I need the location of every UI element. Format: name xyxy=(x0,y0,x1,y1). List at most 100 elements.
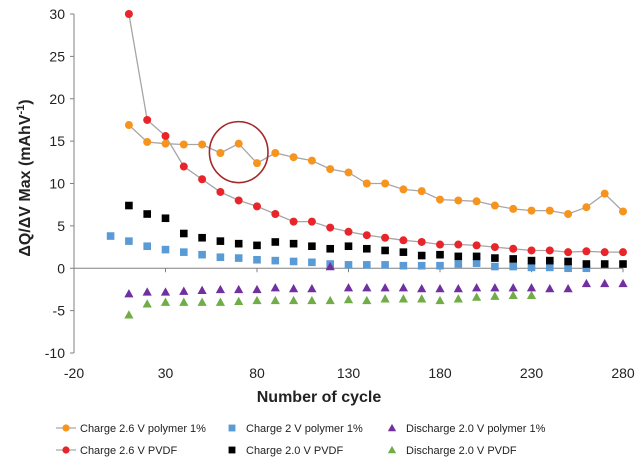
data-point-discharge-2-0-v-polymer-1 xyxy=(234,284,244,294)
data-point-discharge-2-0-v-polymer-1 xyxy=(398,283,408,292)
data-point-discharge-2-0-v-polymer-1 xyxy=(343,283,354,292)
y-tick-label: 10 xyxy=(49,176,65,192)
data-point-discharge-2-0-v-polymer-1 xyxy=(618,278,628,288)
x-tick-label: -20 xyxy=(64,365,84,381)
y-axis-title-sup: -1 xyxy=(15,105,27,115)
data-point-discharge-2-0-v-polymer-1 xyxy=(270,283,280,292)
data-point-charge-2-6-v-pvdf xyxy=(124,10,133,18)
data-point-charge-2-6-v-polymer-1 xyxy=(234,139,243,148)
data-point-discharge-2-0-v-pvdf xyxy=(435,295,445,305)
data-point-discharge-2-0-v-pvdf xyxy=(490,291,500,300)
data-point-charge-2-v-polymer-1 xyxy=(509,262,517,271)
data-point-charge-2-6-v-polymer-1 xyxy=(253,159,261,168)
data-point-discharge-2-0-v-pvdf xyxy=(362,295,372,305)
data-point-discharge-2-0-v-polymer-1 xyxy=(600,278,610,288)
data-point-discharge-2-0-v-pvdf xyxy=(124,310,134,319)
data-point-charge-2-v-polymer-1 xyxy=(271,256,280,265)
y-tick-label: -10 xyxy=(45,345,65,361)
data-point-charge-2-6-v-polymer-1 xyxy=(271,148,280,157)
data-point-charge-2-6-v-pvdf xyxy=(527,246,536,255)
data-point-charge-2-6-v-polymer-1 xyxy=(399,185,408,194)
legend-label-charge-2-6-v-polymer-1: Charge 2.6 V polymer 1% xyxy=(80,423,206,435)
data-point-charge-2-6-v-polymer-1 xyxy=(564,210,573,219)
data-point-charge-2-v-polymer-1 xyxy=(436,261,444,270)
data-point-charge-2-6-v-polymer-1 xyxy=(417,187,426,196)
data-point-charge-2-0-v-pvdf xyxy=(289,239,298,248)
data-point-charge-2-6-v-pvdf xyxy=(472,241,481,250)
data-point-charge-2-6-v-pvdf xyxy=(198,175,207,184)
data-point-charge-2-v-polymer-1 xyxy=(363,261,371,269)
data-point-charge-2-v-polymer-1 xyxy=(216,253,225,262)
data-point-discharge-2-0-v-polymer-1 xyxy=(307,283,317,293)
data-point-charge-2-0-v-pvdf xyxy=(509,255,517,263)
data-point-charge-2-6-v-pvdf xyxy=(307,217,316,226)
data-point-charge-2-0-v-pvdf xyxy=(564,257,572,266)
data-point-discharge-2-0-v-pvdf xyxy=(289,295,299,305)
data-point-discharge-2-0-v-polymer-1 xyxy=(362,283,372,292)
data-point-charge-2-v-polymer-1 xyxy=(417,261,426,270)
data-point-charge-2-0-v-pvdf xyxy=(143,210,151,218)
data-point-charge-2-6-v-polymer-1 xyxy=(472,197,481,206)
data-point-discharge-2-0-v-pvdf xyxy=(234,296,244,305)
data-point-charge-2-v-polymer-1 xyxy=(289,257,298,266)
data-point-charge-2-6-v-pvdf xyxy=(509,244,518,253)
data-point-discharge-2-0-v-polymer-1 xyxy=(545,283,555,293)
data-point-discharge-2-0-v-polymer-1 xyxy=(453,283,463,293)
data-point-charge-2-v-polymer-1 xyxy=(546,263,554,272)
data-point-charge-2-v-polymer-1 xyxy=(582,264,591,273)
series-line-charge-2-6-v-polymer-1 xyxy=(128,124,624,215)
data-point-discharge-2-0-v-polymer-1 xyxy=(526,283,537,292)
y-tick-label: 30 xyxy=(49,6,65,22)
x-tick-label: 230 xyxy=(520,365,544,381)
data-point-discharge-2-0-v-polymer-1 xyxy=(325,261,335,271)
data-point-charge-2-6-v-polymer-1 xyxy=(490,201,499,210)
data-point-charge-2-0-v-pvdf xyxy=(600,260,609,268)
data-point-discharge-2-0-v-polymer-1 xyxy=(417,283,427,293)
data-point-charge-2-0-v-pvdf xyxy=(344,242,353,251)
data-point-charge-2-0-v-pvdf xyxy=(527,256,536,265)
y-axis-title-close: ) xyxy=(17,99,34,104)
data-point-charge-2-6-v-pvdf xyxy=(600,248,609,257)
data-point-charge-2-6-v-pvdf xyxy=(143,115,152,124)
data-point-charge-2-6-v-pvdf xyxy=(454,240,463,249)
data-point-charge-2-v-polymer-1 xyxy=(143,242,151,251)
data-point-charge-2-0-v-pvdf xyxy=(271,238,280,246)
y-axis-title-main: ΔQ/ΔV Max (mAhV xyxy=(17,114,34,256)
data-point-discharge-2-0-v-pvdf xyxy=(197,297,207,306)
data-point-charge-2-6-v-pvdf xyxy=(253,202,261,211)
y-tick-label: 5 xyxy=(57,218,65,234)
data-point-charge-2-6-v-pvdf xyxy=(216,187,225,196)
data-point-charge-2-0-v-pvdf xyxy=(399,248,408,256)
legend-label-discharge-2-0-v-polymer-1: Discharge 2.0 V polymer 1% xyxy=(406,423,546,435)
data-point-charge-2-v-polymer-1 xyxy=(253,255,261,264)
legend-label-charge-2-0-v-pvdf: Charge 2.0 V PVDF xyxy=(246,445,343,457)
data-point-charge-2-0-v-pvdf xyxy=(472,252,481,261)
data-point-charge-2-v-polymer-1 xyxy=(106,232,115,240)
data-point-charge-2-6-v-polymer-1 xyxy=(326,165,335,174)
data-point-charge-2-v-polymer-1 xyxy=(125,237,133,245)
data-point-charge-2-6-v-polymer-1 xyxy=(307,156,316,165)
data-point-charge-2-v-polymer-1 xyxy=(381,261,389,269)
data-point-charge-2-6-v-pvdf xyxy=(344,227,353,236)
y-tick-label: -5 xyxy=(53,303,66,319)
data-point-discharge-2-0-v-pvdf xyxy=(472,292,482,301)
data-point-charge-2-6-v-pvdf xyxy=(436,240,444,249)
x-tick-label: 180 xyxy=(428,365,452,381)
legend-label-discharge-2-0-v-pvdf: Discharge 2.0 V PVDF xyxy=(406,445,517,457)
data-point-charge-2-v-polymer-1 xyxy=(491,262,499,271)
x-tick-label: 30 xyxy=(158,365,174,381)
series-line-charge-2-6-v-pvdf xyxy=(128,13,623,253)
data-point-discharge-2-0-v-pvdf xyxy=(270,295,280,305)
tick-labels: -10 -5 0 5 10 15 20 25 30 -20 30 80 130 180 230 280 xyxy=(45,6,635,381)
legend: Charge 2.6 V polymer 1% Charge 2 V polyme… xyxy=(56,423,546,457)
data-point-charge-2-v-polymer-1 xyxy=(527,263,536,272)
x-tick-label: 80 xyxy=(249,365,265,381)
data-point-charge-2-0-v-pvdf xyxy=(381,246,389,255)
data-point-charge-2-6-v-pvdf xyxy=(417,237,426,246)
data-point-charge-2-0-v-pvdf xyxy=(582,260,591,268)
data-point-discharge-2-0-v-polymer-1 xyxy=(142,287,152,296)
data-point-discharge-2-0-v-pvdf xyxy=(343,295,354,304)
data-point-charge-2-6-v-pvdf xyxy=(582,247,591,256)
data-point-discharge-2-0-v-pvdf xyxy=(325,295,335,305)
data-point-discharge-2-0-v-polymer-1 xyxy=(380,283,390,292)
